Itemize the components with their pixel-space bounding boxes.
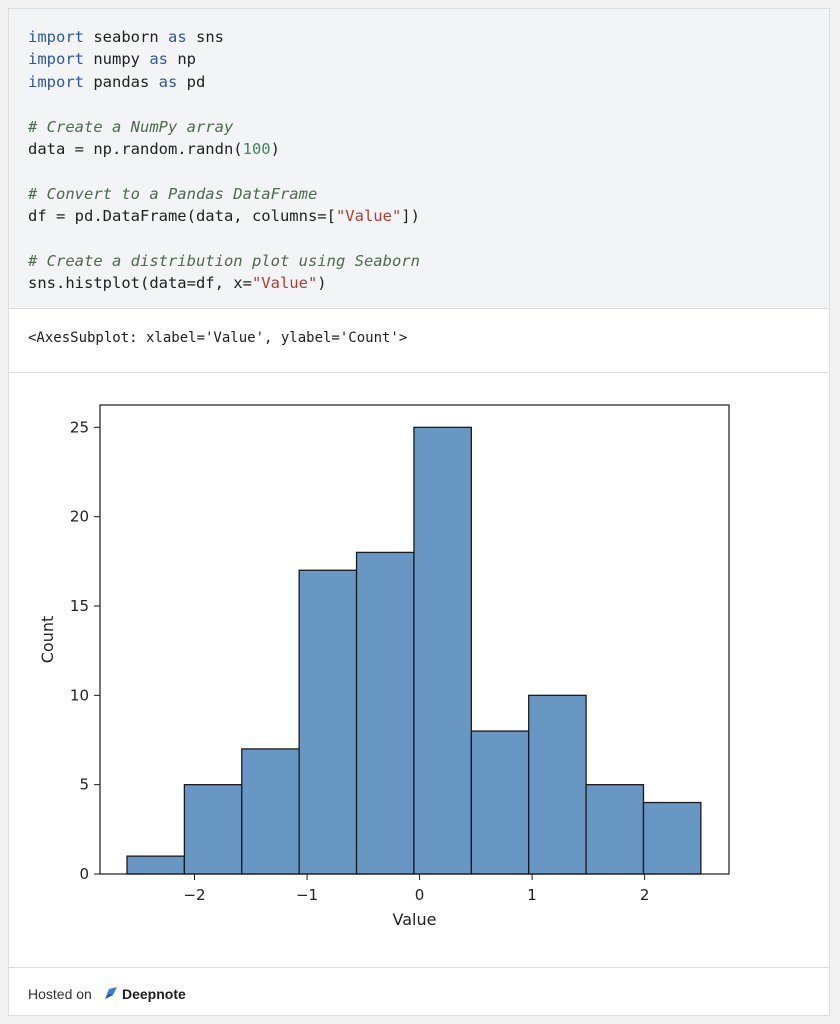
footer: Hosted on Deepnote [9,967,829,1015]
y-tick-label: 15 [70,597,89,615]
code-token: data = np.random.randn( [28,140,243,158]
code-token: np [168,50,196,69]
histogram-bar [528,694,587,875]
code-token: "Value" [251,274,318,293]
histogram-bar [470,730,530,875]
y-tick-label: 0 [79,865,89,883]
y-tick-label: 10 [70,686,89,704]
code-token: # Create a NumPy array [28,117,234,136]
y-tick-label: 5 [79,776,89,794]
code-line: # Create a distribution plot using Seabo… [28,250,420,272]
plot-output: 0 5 10 15 20 25 −2 −1 0 1 2 Value Count [9,374,829,967]
code-line: import numpy as np [28,48,196,70]
code-token: "Value" [335,207,402,226]
code-token: 100 [242,140,271,158]
code-line: import pandas as pd [28,71,205,93]
deepnote-brand-link[interactable]: Deepnote [122,986,186,1002]
y-axis-label: Count [38,616,57,664]
histogram-bar [241,748,300,875]
code-token: pandas [84,72,159,91]
histogram-bar [642,801,702,875]
hosted-on-label: Hosted on [28,986,92,1002]
code-token: sns.histplot(data=df, x= [28,274,252,293]
code-token: pd [177,72,206,91]
code-token: as [158,72,178,91]
code-token: as [168,28,187,46]
code-token: import [28,50,84,69]
code-token: seaborn [84,28,168,46]
x-axis-label: Value [393,910,437,929]
code-token: import [28,72,84,91]
code-line: import seaborn as sns [28,26,224,48]
x-tick-label: 1 [527,886,537,904]
code-line: sns.histplot(data=df, x="Value") [28,272,327,294]
histogram-bar [183,784,243,875]
code-token: ) [317,274,327,293]
histogram-bar [355,551,415,875]
y-tick-label: 20 [70,508,89,526]
code-token: ]) [401,207,420,226]
code-line: data = np.random.randn(100) [28,138,280,160]
x-tick-label: −1 [296,886,318,904]
plot-frame [99,404,730,875]
text-output: <AxesSubplot: xlabel='Value', ylabel='Co… [9,310,829,373]
histogram-bar [298,569,358,875]
notebook-cell-block: import seaborn as sns import numpy as np i… [8,8,830,1016]
code-token: numpy [84,50,150,69]
histogram-bar [126,855,186,875]
code-token: import [28,28,84,46]
histogram-bar [413,426,472,875]
histogram-bar [585,784,645,875]
code-token: ) [270,140,280,158]
y-tick-label: 25 [70,418,89,436]
code-token: as [149,50,168,69]
x-tick-label: 2 [640,886,650,904]
code-cell[interactable]: import seaborn as sns import numpy as np i… [9,9,829,309]
code-line: df = pd.DataFrame(data, columns=["Value"… [28,205,420,227]
code-line: # Convert to a Pandas DataFrame [28,183,317,205]
code-token: # Convert to a Pandas DataFrame [28,184,318,203]
histogram-chart: 0 5 10 15 20 25 −2 −1 0 1 2 Value Count [38,404,730,929]
code-line: # Create a NumPy array [28,116,233,138]
code-token: # Create a distribution plot using Seabo… [28,252,420,270]
deepnote-logo-icon[interactable] [103,985,119,1001]
code-token: sns [186,28,224,46]
x-tick-label: 0 [415,886,425,904]
axes-repr-output: <AxesSubplot: xlabel='Value', ylabel='Co… [28,330,408,346]
code-token: df = pd.DataFrame(data, columns=[ [28,207,336,226]
x-tick-label: −2 [183,886,205,904]
